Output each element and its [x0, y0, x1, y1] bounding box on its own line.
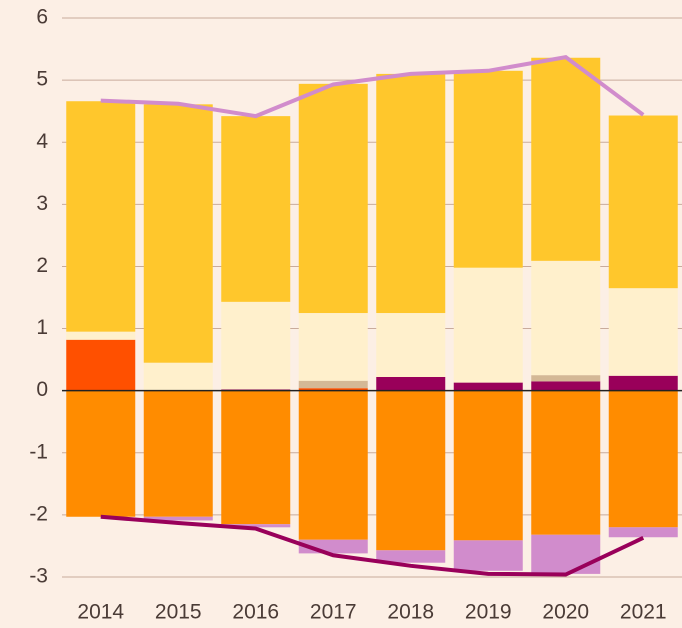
bar-segment [66, 339, 136, 391]
bar-segment [453, 382, 523, 391]
y-tick-label: 3 [36, 192, 48, 215]
bar-segment [531, 534, 601, 574]
x-tick-label: 2021 [620, 601, 667, 624]
bar-segment [221, 390, 291, 525]
y-tick-label: -2 [29, 502, 48, 525]
bar-segment [221, 524, 291, 528]
bar-segment [453, 267, 523, 383]
bar-segment [608, 527, 678, 538]
y-tick-label: -1 [29, 440, 48, 463]
bar-segment [531, 381, 601, 391]
y-tick-label: 2 [36, 254, 48, 277]
bar-segment [143, 516, 213, 521]
x-tick-label: 2015 [155, 601, 202, 624]
x-tick-label: 2017 [310, 601, 357, 624]
x-tick-label: 2020 [542, 601, 589, 624]
x-tick-label: 2014 [77, 601, 124, 624]
bar-segment [66, 390, 136, 517]
bar-segment [298, 313, 368, 381]
bar-segment [376, 73, 446, 314]
y-tick-label: -3 [29, 565, 48, 588]
bar-segment [376, 313, 446, 378]
bar-segment [298, 380, 368, 389]
bar-segment [608, 288, 678, 376]
bar-segment [143, 390, 213, 517]
bar-segment [531, 375, 601, 382]
y-tick-label: 5 [36, 68, 48, 91]
bar-segment [143, 362, 213, 391]
bar-segment [531, 260, 601, 376]
y-tick-label: 0 [36, 378, 48, 401]
bar-segment [66, 331, 136, 340]
bar-segment [376, 377, 446, 391]
bar-segment [453, 70, 523, 268]
bar-segment [298, 83, 368, 314]
bar-segment [221, 116, 291, 302]
bar-segment [453, 540, 523, 571]
bar-segment [298, 390, 368, 540]
bar-segment [608, 115, 678, 289]
bar-segment [66, 101, 136, 332]
bar-segment [376, 550, 446, 563]
x-tick-label: 2018 [387, 601, 434, 624]
bar-segment [608, 375, 678, 391]
bar-segment [531, 57, 601, 261]
bar-segment [298, 388, 368, 391]
y-tick-label: 6 [36, 6, 48, 29]
x-tick-label: 2019 [465, 601, 512, 624]
x-tick-label: 2016 [232, 601, 279, 624]
line [100, 514, 645, 577]
bar-segment [531, 390, 601, 535]
bar-segment [143, 104, 213, 363]
y-tick-label: 1 [36, 316, 48, 339]
bar-segment [453, 390, 523, 541]
bar-segment [608, 390, 678, 528]
bar-segment [221, 301, 291, 390]
line [100, 55, 645, 119]
y-tick-label: 4 [36, 130, 48, 153]
bar-segment [376, 390, 446, 551]
